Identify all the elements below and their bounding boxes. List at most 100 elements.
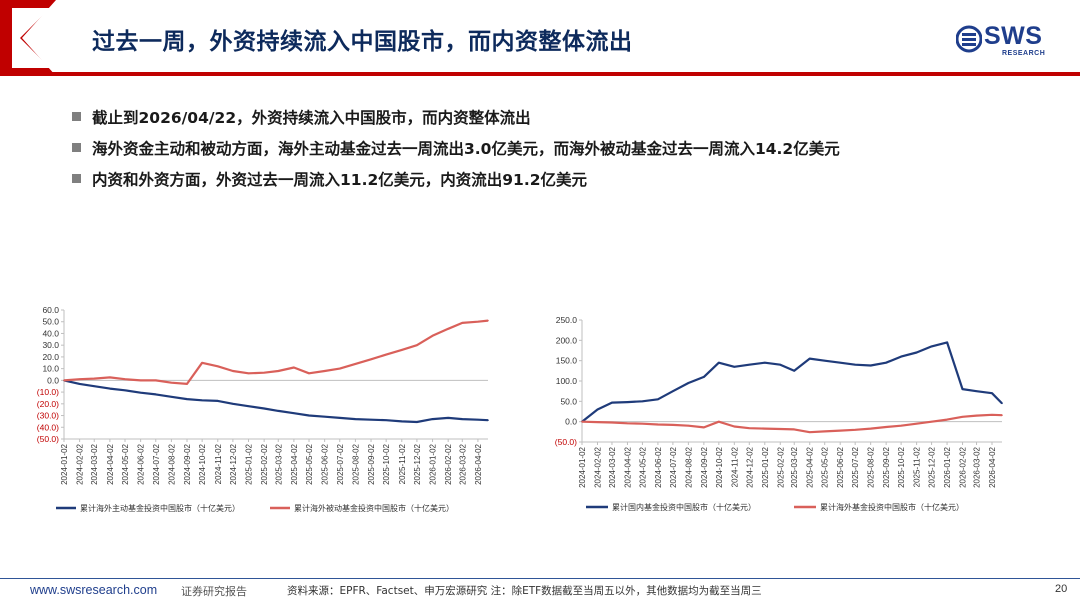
x-tick-label: 2024-11-02 xyxy=(730,446,739,487)
data-point xyxy=(961,415,964,418)
chart-right: 250.0 200.0 150.0 100.0 50.0 0.0 (50.0) 2024-01… xyxy=(540,308,1060,523)
data-point xyxy=(323,370,326,372)
data-point xyxy=(930,345,933,348)
bullet-text: 内资和外资方面，外资过去一周流入11.2亿美元，内资流出91.2亿美元 xyxy=(92,171,587,189)
data-point xyxy=(885,361,887,364)
data-point xyxy=(139,379,142,382)
data-point xyxy=(93,377,96,380)
data-point xyxy=(201,399,203,402)
data-point xyxy=(78,383,81,385)
data-point xyxy=(277,410,280,412)
sws-logo-icon xyxy=(956,25,982,53)
x-tick-label: 2026-02-02 xyxy=(959,446,968,487)
series-line-2 xyxy=(581,413,1003,434)
chart-left: 60.0 50.0 40.0 30.0 20.0 10.0 0.0 (10.0) (20.0) (… xyxy=(20,298,520,523)
data-point xyxy=(885,426,887,428)
x-tick-label: 2025-03-02 xyxy=(274,443,283,484)
data-point xyxy=(154,379,157,382)
y-tick-label: 50.0 xyxy=(42,317,59,327)
data-point xyxy=(293,366,295,369)
series-line-1 xyxy=(581,341,1003,423)
data-point xyxy=(477,418,479,421)
data-point xyxy=(63,379,65,382)
data-point xyxy=(930,420,933,423)
x-tick-label: 2024-01-02 xyxy=(60,443,69,484)
y-tick-label: 0.0 xyxy=(47,375,59,385)
y-tick-label: (10.0) xyxy=(37,387,59,397)
data-point xyxy=(447,417,449,419)
data-point xyxy=(109,376,111,379)
data-point xyxy=(626,401,629,403)
x-tick-label: 2024-04-02 xyxy=(106,443,115,484)
x-tick-label: 2024-10-02 xyxy=(198,443,207,484)
data-point xyxy=(946,418,948,421)
x-tick-label: 2024-07-02 xyxy=(152,443,161,484)
data-point xyxy=(447,327,449,330)
x-tick-label: 2024-09-02 xyxy=(700,446,709,487)
data-point xyxy=(748,363,751,366)
data-point xyxy=(900,424,902,427)
bullet-square-icon xyxy=(72,143,81,152)
data-point xyxy=(961,388,964,390)
y-tick-label: (30.0) xyxy=(37,411,59,421)
data-point xyxy=(354,418,357,420)
x-tick-label: 2024-05-02 xyxy=(121,443,130,484)
data-point xyxy=(461,322,464,324)
data-point xyxy=(703,426,705,429)
data-point xyxy=(477,320,479,323)
x-tick-label: 2025-01-02 xyxy=(761,446,770,487)
data-point xyxy=(581,420,583,423)
data-point xyxy=(915,422,918,425)
legend-label: 累计海外基金投资中国股市（十亿美元） xyxy=(820,502,964,512)
data-point xyxy=(854,429,856,431)
data-point xyxy=(247,372,250,375)
x-tick-label: 2025-03-02 xyxy=(790,446,799,487)
y-tick-label: 0.0 xyxy=(565,417,577,427)
logo-wordmark: SWS xyxy=(984,22,1043,50)
x-tick-label: 2025-05-02 xyxy=(305,443,314,484)
data-point xyxy=(277,370,280,372)
x-tick-label: 2025-04-02 xyxy=(806,446,815,487)
data-point xyxy=(78,378,81,380)
data-point xyxy=(232,403,234,405)
header-decoration xyxy=(0,0,56,76)
data-point xyxy=(293,412,295,414)
data-point xyxy=(216,365,219,368)
data-point xyxy=(124,378,126,380)
x-tick-label: 2025-09-02 xyxy=(882,446,891,487)
x-tick-label: 2025-08-02 xyxy=(351,443,360,484)
data-point xyxy=(808,431,811,434)
data-point xyxy=(823,430,826,433)
data-point xyxy=(263,407,265,410)
x-tick-label: 2025-12-02 xyxy=(928,446,937,487)
y-tick-label: (50.0) xyxy=(37,434,59,444)
x-tick-label: 2026-02-02 xyxy=(444,443,453,484)
data-point xyxy=(657,423,659,426)
data-point xyxy=(748,427,751,429)
data-point xyxy=(718,420,720,423)
x-tick-label: 2025-08-02 xyxy=(867,446,876,487)
y-tick-label: 250.0 xyxy=(556,315,578,325)
data-point xyxy=(779,428,782,430)
x-tick-label: 2024-09-02 xyxy=(183,443,192,484)
data-point xyxy=(232,370,234,372)
data-point xyxy=(687,424,690,427)
data-point xyxy=(370,358,372,361)
data-point xyxy=(718,361,720,364)
x-tick-label: 2024-01-02 xyxy=(578,446,587,487)
footer-source-note: 资料来源：EPFR、Factset、申万宏源研究 注：除ETF数据截至当周五以外… xyxy=(287,585,762,597)
bullet-item: 内资和外资方面，外资过去一周流入11.2亿美元，内资流出91.2亿美元 xyxy=(72,168,1052,199)
data-point xyxy=(338,417,341,419)
legend-label: 累计海外被动基金投资中国股市（十亿美元） xyxy=(294,503,454,513)
data-point xyxy=(733,365,736,368)
y-tick-label: 60.0 xyxy=(42,305,59,315)
x-tick-label: 2024-10-02 xyxy=(715,446,724,487)
data-point xyxy=(139,391,142,394)
data-point xyxy=(611,421,613,424)
data-point xyxy=(416,421,418,423)
x-tick-label: 2026-04-02 xyxy=(474,443,483,484)
footer-url-link[interactable]: www.swsresearch.com xyxy=(30,583,158,597)
header-divider xyxy=(0,72,1080,76)
data-point xyxy=(641,422,644,425)
data-point xyxy=(400,420,403,423)
